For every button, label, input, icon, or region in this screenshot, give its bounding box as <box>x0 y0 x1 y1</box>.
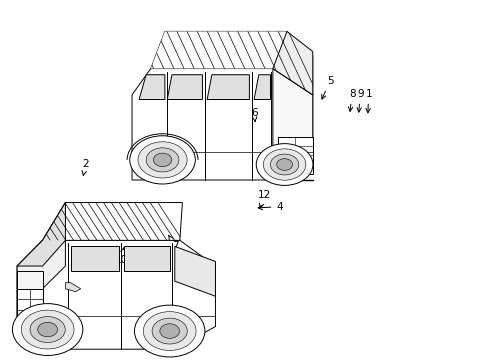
Polygon shape <box>277 137 312 174</box>
Polygon shape <box>254 75 270 99</box>
Polygon shape <box>42 203 182 240</box>
Polygon shape <box>150 31 312 95</box>
Polygon shape <box>17 271 42 289</box>
Polygon shape <box>70 246 119 271</box>
Polygon shape <box>17 203 65 266</box>
Circle shape <box>146 148 179 172</box>
Circle shape <box>276 159 292 170</box>
Polygon shape <box>17 240 215 349</box>
Circle shape <box>270 154 298 175</box>
Polygon shape <box>65 283 81 292</box>
Text: 11: 11 <box>128 248 142 265</box>
Circle shape <box>263 149 305 180</box>
Circle shape <box>21 310 74 349</box>
Circle shape <box>160 324 179 338</box>
Circle shape <box>143 312 196 351</box>
Circle shape <box>138 142 187 178</box>
Text: 3: 3 <box>156 248 163 265</box>
Text: 1: 1 <box>365 89 371 113</box>
Circle shape <box>30 316 65 342</box>
Text: 2: 2 <box>82 159 89 175</box>
Circle shape <box>129 136 195 184</box>
Polygon shape <box>150 31 312 95</box>
Polygon shape <box>167 75 202 99</box>
Polygon shape <box>132 68 312 180</box>
Text: 9: 9 <box>356 89 363 112</box>
Text: 7: 7 <box>168 235 178 251</box>
Polygon shape <box>174 246 215 296</box>
Polygon shape <box>272 31 312 95</box>
Circle shape <box>153 153 171 167</box>
Circle shape <box>256 144 312 185</box>
Polygon shape <box>272 68 312 180</box>
Polygon shape <box>17 289 42 331</box>
Text: 8: 8 <box>347 89 355 111</box>
Polygon shape <box>139 75 164 99</box>
Text: 1: 1 <box>145 248 152 265</box>
Circle shape <box>12 303 82 355</box>
Text: 12: 12 <box>257 190 270 208</box>
Polygon shape <box>17 203 65 331</box>
Text: 4: 4 <box>258 202 283 212</box>
Circle shape <box>152 318 187 344</box>
Polygon shape <box>207 75 249 99</box>
Text: 5: 5 <box>321 76 333 99</box>
Polygon shape <box>123 246 169 271</box>
Text: 6: 6 <box>250 108 257 122</box>
Circle shape <box>38 322 58 337</box>
Text: 10: 10 <box>115 248 127 265</box>
Circle shape <box>134 305 204 357</box>
